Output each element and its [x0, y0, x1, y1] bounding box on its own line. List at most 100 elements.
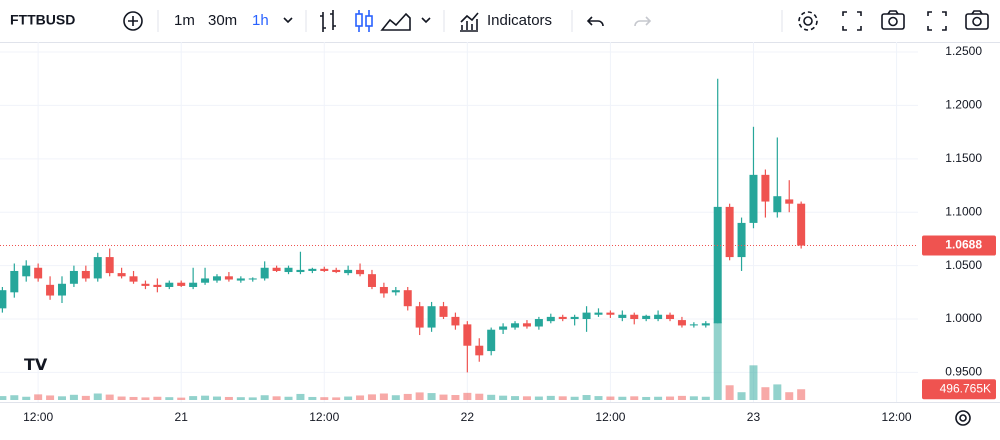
- candle-body: [284, 267, 293, 273]
- candle-body: [797, 203, 806, 246]
- plot: 0.9500 1.0000 1.0500 1.1000 1.1500 1.2000 1.25…: [0, 42, 996, 424]
- bars-icon[interactable]: [320, 10, 336, 32]
- volume-bar: [451, 395, 460, 400]
- candle-body: [427, 306, 436, 328]
- volume-bar: [749, 365, 758, 400]
- volume-bar: [69, 394, 78, 400]
- volume-bar: [296, 393, 305, 400]
- candle-body: [248, 278, 257, 280]
- candle-body: [129, 276, 138, 282]
- area-icon[interactable]: [380, 12, 411, 31]
- candle-body: [296, 269, 305, 273]
- candle-body: [212, 276, 221, 281]
- volume-bar: [165, 397, 174, 400]
- volume-bar: [666, 396, 675, 400]
- y-tick-label: 1.0500: [945, 258, 982, 272]
- volume-bar: [654, 396, 663, 400]
- candle-body: [224, 276, 233, 280]
- candle-body: [69, 270, 78, 284]
- volume-bar: [487, 394, 496, 400]
- chart-type-dropdown[interactable]: [421, 17, 431, 24]
- candle-body: [773, 196, 782, 213]
- undo-button[interactable]: [586, 16, 604, 27]
- volume-bar: [212, 396, 221, 400]
- interval-button[interactable]: 30m: [208, 12, 237, 29]
- volume-bar: [367, 394, 376, 400]
- candle-body: [522, 323, 531, 327]
- volume-bar: [224, 396, 233, 400]
- volume-bar: [701, 396, 710, 400]
- logo: 𝗧𝗩: [24, 357, 48, 374]
- volume-bar: [677, 395, 686, 400]
- candle-body: [22, 265, 31, 277]
- add-symbol-button[interactable]: [123, 11, 143, 31]
- volume-bar: [534, 396, 543, 400]
- fullscreen-button[interactable]: [927, 11, 947, 31]
- fullscreen-button[interactable]: [842, 11, 862, 31]
- volume-bar: [177, 397, 186, 400]
- settings-button[interactable]: [955, 410, 971, 426]
- logo-mark: 𝗧𝗩: [24, 357, 48, 374]
- settings-button[interactable]: [798, 11, 818, 31]
- volume-bar: [558, 396, 567, 400]
- candle-body: [391, 290, 400, 293]
- snapshot-button[interactable]: [965, 10, 989, 30]
- candle-body: [57, 283, 66, 296]
- y-tick-label: 0.9500: [945, 365, 982, 379]
- toolbar: [0, 0, 1000, 42]
- volume-bar: [415, 392, 424, 400]
- candles-icon[interactable]: [355, 10, 373, 32]
- volume-bar: [606, 396, 615, 400]
- y-tick-label: 1.2000: [945, 98, 982, 112]
- candle-body: [356, 269, 365, 275]
- candle-body: [260, 267, 269, 279]
- redo-button[interactable]: [634, 16, 652, 27]
- candle-body: [606, 312, 615, 315]
- symbol[interactable]: FTTBUSD: [10, 12, 75, 28]
- volume-bar: [22, 396, 31, 400]
- candle-body: [511, 323, 520, 328]
- volume-bar: [141, 397, 150, 400]
- candle-body: [105, 257, 114, 274]
- candle-body: [570, 316, 579, 320]
- x-tick-label: 12:00: [595, 410, 625, 424]
- volume-bar: [618, 396, 627, 400]
- volume-bar: [642, 396, 651, 400]
- y-tick-label: 1.2500: [945, 44, 982, 58]
- volume-bar: [773, 384, 782, 400]
- candle-body: [34, 267, 43, 279]
- candle-body: [46, 284, 55, 296]
- indicators-button[interactable]: Indicators: [487, 12, 552, 29]
- volume-bar: [46, 395, 55, 400]
- x-tick-label: 12:00: [23, 410, 53, 424]
- volume-bar: [475, 393, 484, 400]
- candle-body: [165, 282, 174, 287]
- volume-bar: [332, 397, 341, 400]
- volume-bar: [153, 396, 162, 400]
- candle-body: [546, 316, 555, 322]
- volume-bar: [546, 395, 555, 400]
- volume-bar: [34, 394, 43, 400]
- last-volume-label: 496.765K: [940, 381, 991, 395]
- volume-bar: [403, 393, 412, 400]
- candle-body: [677, 320, 686, 326]
- volume-bar: [320, 397, 329, 400]
- x-tick-label: 12:00: [309, 410, 339, 424]
- volume-bar: [105, 394, 114, 400]
- candle-body: [153, 284, 162, 287]
- volume-bar: [260, 395, 269, 400]
- candle-body: [236, 278, 245, 281]
- interval-button[interactable]: 1m: [174, 12, 195, 29]
- snapshot-button[interactable]: [881, 10, 905, 30]
- volume-bar: [379, 393, 388, 400]
- x-tick-label: 21: [175, 410, 189, 424]
- candle-body: [272, 267, 281, 271]
- interval-button-active[interactable]: 1h: [252, 12, 269, 29]
- candle-body: [201, 278, 210, 283]
- volume-bar: [797, 389, 806, 400]
- candle-body: [439, 306, 448, 317]
- candle-body: [177, 282, 186, 286]
- volume-bar: [522, 396, 531, 400]
- indicators-icon[interactable]: [460, 12, 479, 32]
- interval-dropdown[interactable]: [283, 17, 293, 24]
